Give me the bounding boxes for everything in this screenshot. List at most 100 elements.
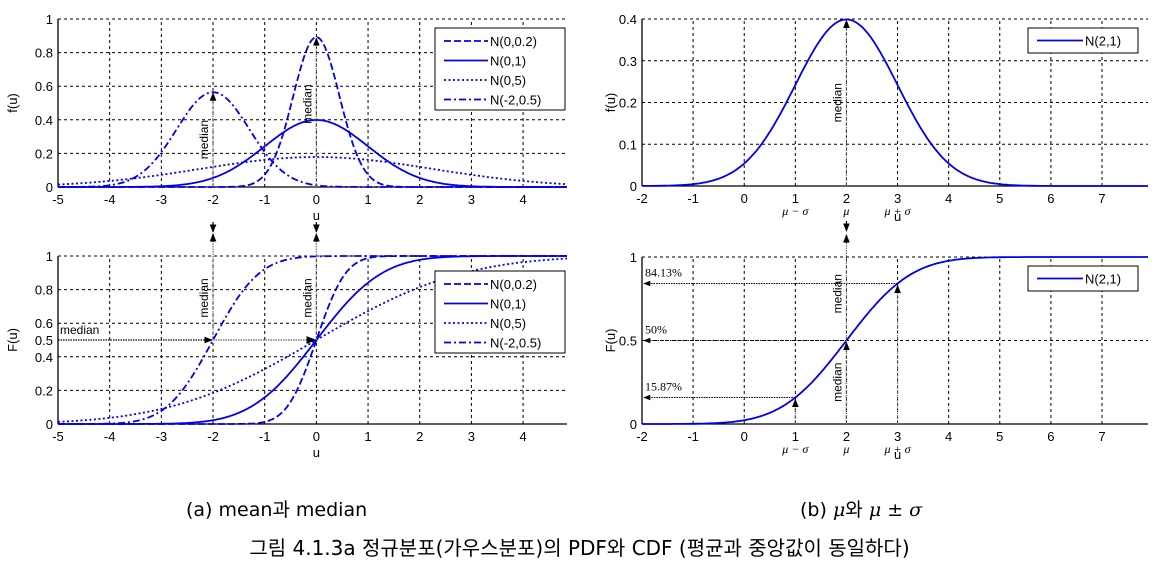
series-N(0,1) bbox=[58, 255, 567, 425]
median-label: median bbox=[197, 120, 211, 159]
figure: -5 -4 -3 -2 -1 0 1 2 3 4 0 0.2 0.4 0.6 0.8 1 u f(u) median… bbox=[5, 12, 1148, 462]
y-tick-label: 0 bbox=[630, 417, 637, 432]
x-tick-label: -4 bbox=[104, 192, 116, 207]
median-label: median bbox=[830, 274, 844, 313]
legend-label: N(0,1) bbox=[490, 54, 526, 69]
x-tick-label: 2 bbox=[416, 192, 423, 207]
y-axis-label: F(u) bbox=[5, 328, 20, 352]
caption-b-mu: μ bbox=[832, 499, 846, 521]
x-tick-label: -1 bbox=[259, 429, 271, 444]
series-N(0,5) bbox=[58, 156, 567, 186]
y-tick-label: 0.4 bbox=[619, 12, 637, 27]
x-tick-label: 5 bbox=[996, 191, 1003, 206]
chart-a-cdf: -5 -4 -3 -2 -1 0 1 2 3 4 0 0.2 0.4 0.5 0.6 0.8 1 u F(u) med… bbox=[5, 233, 568, 460]
legend-label: N(2,1) bbox=[1085, 272, 1121, 287]
figure-caption: 그림 4.1.3a 정규분포(가우스분포)의 PDF와 CDF (평균과 중앙값… bbox=[249, 536, 910, 560]
x-tick-label: -3 bbox=[156, 429, 168, 444]
x-axis-label: u bbox=[313, 445, 320, 460]
x-tick-label: 1 bbox=[364, 429, 371, 444]
x-axis-label: u bbox=[313, 208, 320, 223]
y-tick-label: 0.3 bbox=[619, 54, 637, 69]
legend-label: N(0,5) bbox=[490, 316, 526, 331]
x-tick-label: 2 bbox=[843, 191, 850, 206]
x-tick-sublabel: μ bbox=[842, 442, 849, 456]
y-tick-label: 0.2 bbox=[619, 96, 637, 111]
y-tick-label: 0.2 bbox=[35, 383, 53, 398]
x-tick-label: -4 bbox=[104, 429, 116, 444]
legend-label: N(-2,0.5) bbox=[490, 336, 541, 351]
x-tick-label: 5 bbox=[996, 429, 1003, 444]
median-label: median bbox=[830, 83, 844, 122]
x-tick-label: 0 bbox=[741, 429, 748, 444]
legend-label: N(0,0.2) bbox=[490, 277, 537, 292]
y-tick-label: 1 bbox=[46, 249, 53, 264]
caption-b-mid: 와 bbox=[845, 499, 869, 521]
x-tick-sublabel: μ + σ bbox=[884, 442, 912, 456]
x-tick-label: 1 bbox=[364, 192, 371, 207]
median-label: median bbox=[300, 84, 314, 123]
legend-label: N(-2,0.5) bbox=[490, 93, 541, 108]
caption-b-mu-pm-sigma: μ ± σ bbox=[868, 499, 923, 521]
x-tick-label: 4 bbox=[519, 192, 526, 207]
x-tick-label: -5 bbox=[52, 429, 64, 444]
x-tick-label: 3 bbox=[468, 429, 475, 444]
y-tick-label: 0 bbox=[46, 180, 53, 195]
x-tick-label: 0 bbox=[313, 192, 320, 207]
subfigure-a-caption: (a) mean과 median bbox=[186, 499, 368, 521]
x-tick-label: 6 bbox=[1047, 191, 1054, 206]
x-tick-sublabel: μ + σ bbox=[884, 204, 912, 218]
x-tick-sublabel: μ bbox=[842, 204, 849, 218]
legend-label: N(0,0.2) bbox=[490, 34, 537, 49]
quantile-label: 50% bbox=[645, 323, 667, 337]
y-tick-label: 1 bbox=[630, 250, 637, 265]
y-tick-label: 0.4 bbox=[35, 113, 53, 128]
x-tick-label: -1 bbox=[259, 192, 271, 207]
y-tick-label: 0.2 bbox=[35, 146, 53, 161]
legend-label: N(2,1) bbox=[1085, 34, 1121, 49]
y-tick-label: 0 bbox=[630, 179, 637, 194]
y-tick-label: 0 bbox=[46, 417, 53, 432]
x-axis-label: u bbox=[894, 447, 901, 462]
x-tick-label: 1 bbox=[792, 429, 799, 444]
legend-label: N(0,5) bbox=[490, 73, 526, 88]
x-tick-label: -2 bbox=[207, 192, 219, 207]
median-label: median bbox=[300, 278, 314, 317]
legend: N(2,1) bbox=[1027, 265, 1139, 292]
x-tick-label: 2 bbox=[416, 429, 423, 444]
x-tick-label: 7 bbox=[1098, 191, 1105, 206]
y-tick-label: 0.1 bbox=[619, 137, 637, 152]
x-tick-label: 7 bbox=[1098, 429, 1105, 444]
subfigure-b-caption: (b) μ와 μ ± σ bbox=[800, 495, 922, 522]
y-axis-label: f(u) bbox=[5, 93, 20, 113]
quantile-label: 84.13% bbox=[645, 266, 682, 280]
y-tick-label: 1 bbox=[46, 12, 53, 27]
legend: N(2,1) bbox=[1027, 27, 1139, 54]
chart-a-pdf: -5 -4 -3 -2 -1 0 1 2 3 4 0 0.2 0.4 0.6 0.8 1 u f(u) median… bbox=[5, 12, 567, 233]
y-axis-label: F(u) bbox=[603, 329, 618, 353]
x-tick-label: 1 bbox=[792, 191, 799, 206]
series-N(2,1) bbox=[642, 18, 1148, 187]
x-tick-label: 0 bbox=[313, 429, 320, 444]
x-tick-sublabel: μ − σ bbox=[781, 442, 809, 456]
y-tick-label: 0.5 bbox=[35, 333, 53, 348]
median-label: median bbox=[197, 278, 211, 317]
y-tick-label: 0.6 bbox=[35, 316, 53, 331]
y-tick-label: 0.8 bbox=[35, 283, 53, 298]
x-axis-label: u bbox=[894, 209, 901, 224]
x-tick-label: 3 bbox=[468, 192, 475, 207]
y-tick-label: 0.4 bbox=[35, 350, 53, 365]
x-tick-label: 4 bbox=[945, 191, 952, 206]
x-tick-label: 6 bbox=[1047, 429, 1054, 444]
x-tick-label: 4 bbox=[945, 429, 952, 444]
median-label: median bbox=[60, 323, 99, 337]
x-tick-label: -2 bbox=[636, 429, 648, 444]
x-tick-label: -5 bbox=[52, 192, 64, 207]
x-tick-label: 4 bbox=[519, 429, 526, 444]
y-tick-label: 0.8 bbox=[35, 46, 53, 61]
series-N(-2,0.5) bbox=[58, 255, 567, 425]
x-tick-label: -3 bbox=[156, 192, 168, 207]
legend: N(0,0.2) N(0,1) N(0,5) N(-2,0.5) bbox=[434, 270, 566, 354]
median-label: median bbox=[830, 363, 844, 402]
x-tick-label: 3 bbox=[894, 429, 901, 444]
